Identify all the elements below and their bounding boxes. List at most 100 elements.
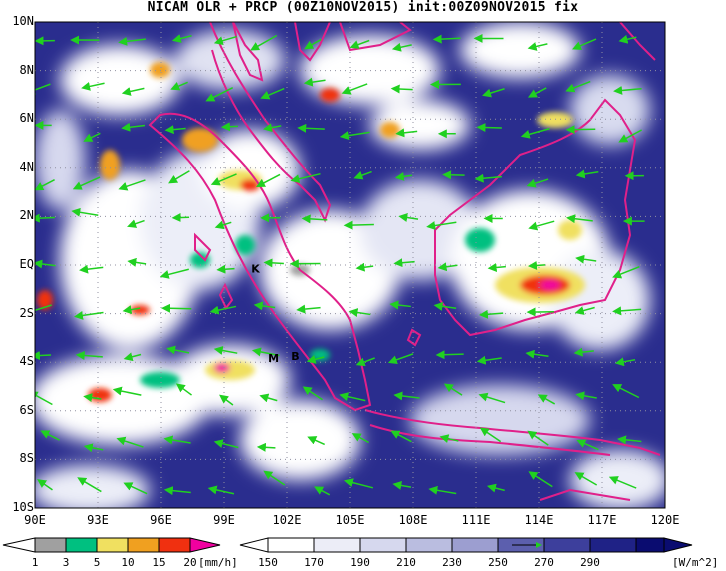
wind-vector-arrow: [478, 309, 504, 319]
wind-vector-arrow: [478, 392, 506, 404]
olr-tick-label: 190: [350, 556, 370, 569]
wind-vector-arrow: [343, 478, 374, 489]
wind-vector-arrow: [220, 122, 238, 132]
wind-vector-arrow: [164, 125, 186, 135]
station-marker: M: [268, 352, 279, 365]
wind-vector-arrow: [612, 306, 642, 316]
wind-vector-arrow: [476, 355, 502, 365]
wind-vector-arrow: [163, 435, 191, 445]
latitude-label: 8S: [19, 451, 34, 466]
wind-vector-arrow: [263, 470, 286, 486]
station-marker: B: [291, 350, 299, 363]
wind-vector-arrow: [565, 125, 596, 135]
wind-vector-arrow: [216, 264, 235, 274]
wind-vector-arrow: [35, 179, 55, 191]
wind-vector-arrow: [527, 87, 547, 98]
precip-tick-label: 20: [183, 556, 197, 569]
longitude-label: 105E: [335, 513, 365, 527]
wind-vector-arrow: [428, 485, 457, 495]
longitude-label: 102E: [272, 513, 302, 527]
longitude-label: 120E: [650, 513, 680, 527]
olr-tick-label: 210: [396, 556, 416, 569]
wind-vector-arrow: [35, 259, 56, 269]
station-marker: K: [251, 262, 260, 275]
wind-vector-arrow: [435, 350, 464, 360]
wind-vector-arrow: [81, 82, 105, 91]
wind-vector-arrow: [83, 443, 104, 453]
wind-vector-arrow: [72, 176, 101, 190]
wind-vector-arrow: [35, 391, 53, 406]
latitude-label: 2N: [19, 208, 34, 223]
wind-vector-arrow: [35, 83, 51, 95]
precip-tick-label: 10: [121, 556, 135, 569]
wind-vector-arrow: [213, 35, 237, 46]
map-frame: [34, 21, 666, 509]
wind-vector-arrow: [394, 171, 413, 181]
station-markers: K M B: [251, 262, 299, 365]
wind-vector-arrow: [159, 268, 189, 279]
map-title: NICAM OLR + PRCP (00Z10NOV2015) init:00Z…: [147, 0, 579, 15]
wind-vector-arrow: [209, 305, 237, 315]
precip-tick-label: 5: [93, 556, 101, 569]
wind-vector-arrow: [207, 485, 235, 495]
wind-vector-arrow: [263, 258, 284, 268]
longitude-label: 111E: [461, 513, 491, 527]
wind-vector-arrow: [116, 436, 144, 448]
latitude-label: 4S: [19, 354, 34, 369]
wind-vector-arrow: [250, 34, 278, 51]
olr-tick-label: 290: [580, 556, 600, 569]
wind-vector-arrow: [121, 122, 146, 132]
wind-vector-arrow: [608, 476, 637, 489]
wind-vector-arrow: [79, 264, 104, 274]
wind-vector-arrow: [127, 219, 145, 228]
wind-vector-arrow: [442, 170, 465, 180]
wind-vector-arrow: [393, 391, 420, 401]
wind-vector-arrow: [175, 383, 192, 396]
latitude-label: 10S: [12, 500, 34, 514]
wind-vector-arrow: [302, 386, 323, 401]
longitude-label: 96E: [150, 513, 172, 527]
wind-vector-arrow: [574, 306, 595, 315]
wind-vector-arrow: [390, 84, 413, 94]
wind-vector-arrow: [122, 305, 141, 315]
wind-vector-arrow: [171, 34, 192, 43]
wind-vector-arrow: [40, 430, 60, 441]
wind-vector-arrow: [575, 391, 597, 401]
wind-vector-arrow: [303, 77, 326, 87]
latitude-label: 6N: [19, 111, 34, 126]
wind-vector-arrow: [83, 132, 101, 142]
wind-vector-arrow: [301, 214, 328, 224]
wind-vector-arrow: [348, 308, 371, 317]
longitude-label: 90E: [24, 513, 46, 527]
wind-vector-arrow: [77, 477, 102, 493]
latitude-label: 10N: [12, 14, 34, 28]
wind-vector-arrow: [118, 36, 146, 46]
wind-vector-arrow: [213, 346, 238, 355]
longitude-label: 108E: [398, 513, 428, 527]
wind-vector-arrow: [613, 85, 642, 95]
wind-vector-arrow: [432, 34, 461, 44]
wind-vector-arrow: [168, 170, 190, 184]
wind-vector-arrow: [353, 170, 372, 180]
precip-field: [37, 62, 585, 402]
wind-vector-arrow: [528, 471, 553, 488]
wind-vector-arrow: [389, 300, 411, 310]
wind-vector-arrow: [304, 38, 322, 50]
wind-vector-arrow: [35, 351, 52, 361]
wind-vector-arrow: [339, 131, 370, 141]
wind-vectors: [35, 33, 645, 496]
longitude-label: 93E: [87, 513, 109, 527]
map-field: [35, 22, 665, 508]
wind-vector-arrow: [341, 83, 368, 95]
wind-vector-arrow: [433, 301, 457, 311]
wind-vector-arrow: [474, 173, 502, 183]
wind-vector-arrow: [314, 486, 331, 496]
precip-tick-label: 1: [31, 556, 39, 569]
wind-vector-arrow: [566, 214, 593, 224]
wind-vector-arrow: [297, 123, 325, 133]
wind-vector-arrow: [127, 257, 147, 267]
wind-vector-arrow: [263, 123, 282, 133]
wind-vector-arrow: [118, 179, 146, 191]
wind-vector-arrow: [525, 349, 549, 359]
